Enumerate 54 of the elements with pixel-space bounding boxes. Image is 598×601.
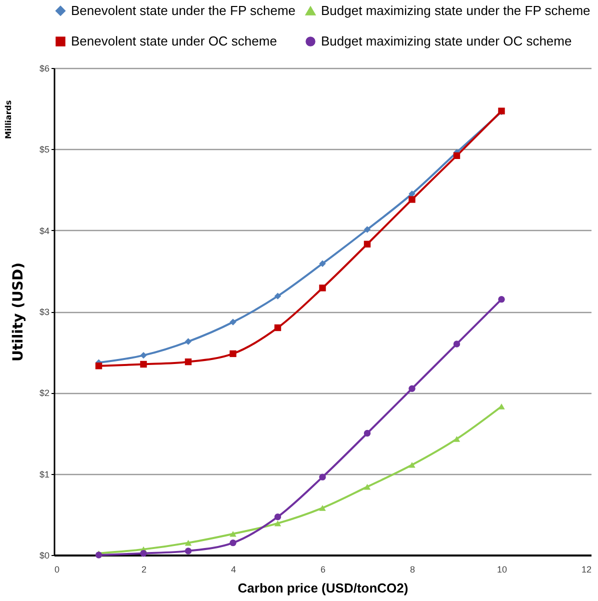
text: Milliards xyxy=(4,100,13,139)
point xyxy=(274,292,282,300)
point xyxy=(230,350,236,358)
point xyxy=(319,474,326,480)
point xyxy=(230,530,236,537)
y-tick-label: $1 xyxy=(39,469,50,480)
y-tick-label: $3 xyxy=(39,307,50,317)
point xyxy=(364,484,371,490)
point xyxy=(140,360,147,368)
x-tick-label: 4 xyxy=(230,564,236,574)
point xyxy=(274,324,282,332)
legend-label: Benevolent state under OC scheme xyxy=(71,34,277,48)
point xyxy=(364,240,371,248)
point xyxy=(408,196,416,203)
point xyxy=(453,340,460,348)
y-axis-title: Utility (USD) xyxy=(10,262,26,362)
point xyxy=(498,404,505,410)
y-tick-label: $0 xyxy=(39,550,50,560)
legend-label: Budget maximizing state under OC scheme xyxy=(321,34,572,48)
legend-label: Budget maximizing state under the FP scheme xyxy=(321,3,590,18)
x-tick-label: 12 xyxy=(581,564,592,574)
point xyxy=(364,430,371,437)
point xyxy=(408,462,416,468)
x-tick-label: 10 xyxy=(496,564,508,574)
point xyxy=(453,436,460,442)
x-tick-label: 2 xyxy=(141,564,147,574)
x-axis-title: Carbon price (USD/tonCO2) xyxy=(238,580,408,596)
y-tick-label: $5 xyxy=(39,144,50,155)
x-tick-label: 8 xyxy=(410,564,416,574)
point xyxy=(319,284,326,292)
point xyxy=(453,152,460,160)
y-tick-label: $2 xyxy=(39,388,50,398)
point xyxy=(184,540,192,546)
point xyxy=(364,226,371,233)
point xyxy=(230,318,236,326)
point xyxy=(184,358,192,366)
point xyxy=(274,520,282,526)
legend-label: Benevolent state under the FP scheme xyxy=(71,2,296,18)
y-tick-label: $4 xyxy=(39,226,50,236)
point xyxy=(184,338,192,345)
point xyxy=(319,260,326,267)
point xyxy=(230,539,236,546)
point xyxy=(140,352,147,359)
point xyxy=(184,548,192,554)
y-tick-label: $6 xyxy=(39,64,50,74)
point xyxy=(274,514,282,520)
point xyxy=(319,505,326,511)
x-tick-label: 0 xyxy=(54,564,60,574)
point xyxy=(408,190,416,198)
point xyxy=(95,362,102,370)
point xyxy=(140,550,147,557)
x-tick-label: 6 xyxy=(320,564,326,574)
point xyxy=(498,296,505,303)
point xyxy=(408,385,416,392)
